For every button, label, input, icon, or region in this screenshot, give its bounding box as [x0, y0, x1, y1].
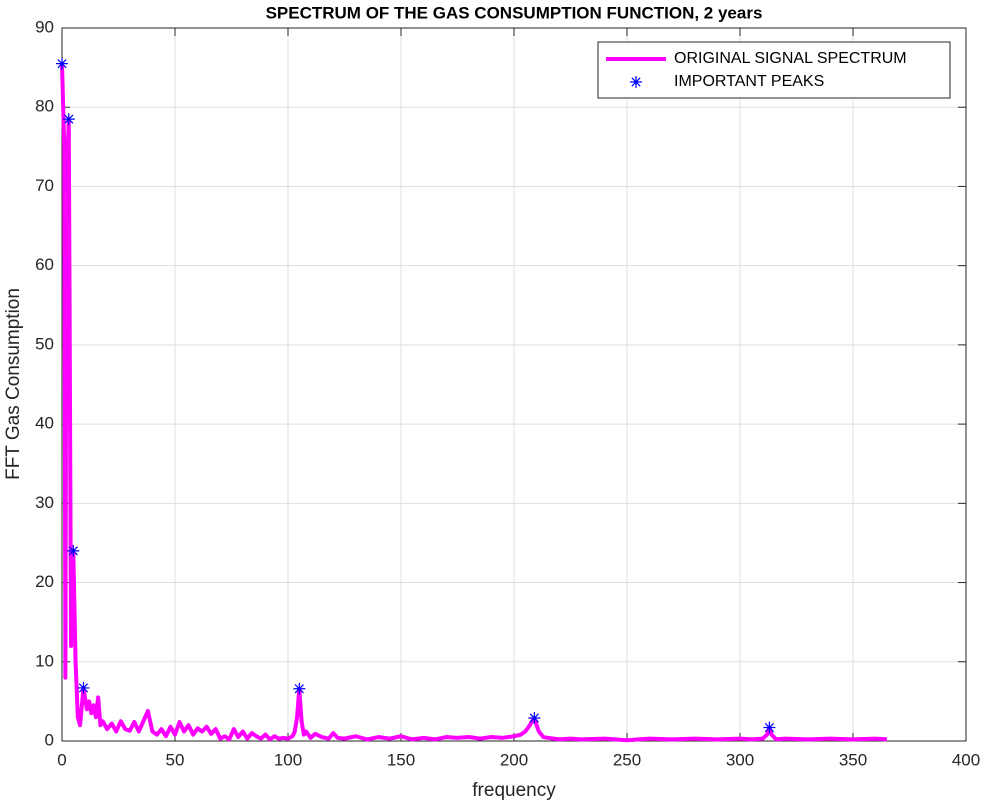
x-tick-label: 300 [726, 750, 754, 769]
y-tick-label: 90 [35, 17, 54, 36]
peak-marker [763, 721, 776, 734]
peak-marker [56, 57, 68, 70]
x-tick-label: 250 [613, 750, 641, 769]
x-tick-label: 200 [500, 750, 528, 769]
x-tick-label: 100 [274, 750, 302, 769]
x-tick-label: 50 [166, 750, 185, 769]
peak-marker [62, 113, 75, 126]
y-tick-label: 50 [35, 334, 54, 353]
y-tick-label: 60 [35, 255, 54, 274]
y-tick-label: 10 [35, 651, 54, 670]
legend-label: IMPORTANT PEAKS [674, 73, 824, 90]
peak-marker [293, 682, 306, 695]
peak-marker [77, 681, 90, 694]
x-tick-label: 350 [839, 750, 867, 769]
y-tick-label: 0 [45, 730, 54, 749]
y-axis-label: FFT Gas Consumption [3, 288, 24, 480]
y-tick-label: 30 [35, 493, 54, 512]
peak-marker [67, 544, 80, 557]
y-tick-label: 70 [35, 176, 54, 195]
y-tick-label: 40 [35, 414, 54, 433]
x-tick-label: 0 [57, 750, 66, 769]
peak-marker [528, 712, 541, 725]
y-tick-label: 80 [35, 97, 54, 116]
x-axis-label: frequency [472, 780, 556, 801]
chart-title: SPECTRUM OF THE GAS CONSUMPTION FUNCTION… [266, 3, 763, 22]
legend-swatch [630, 76, 642, 88]
plot-frame [61, 27, 967, 742]
legend-box [597, 41, 951, 99]
x-tick-label: 150 [387, 750, 415, 769]
legend-label: ORIGINAL SIGNAL SPECTRUM [674, 50, 907, 67]
spectrum-line [60, 63, 888, 743]
x-tick-label: 400 [952, 750, 980, 769]
y-tick-label: 20 [35, 572, 54, 591]
